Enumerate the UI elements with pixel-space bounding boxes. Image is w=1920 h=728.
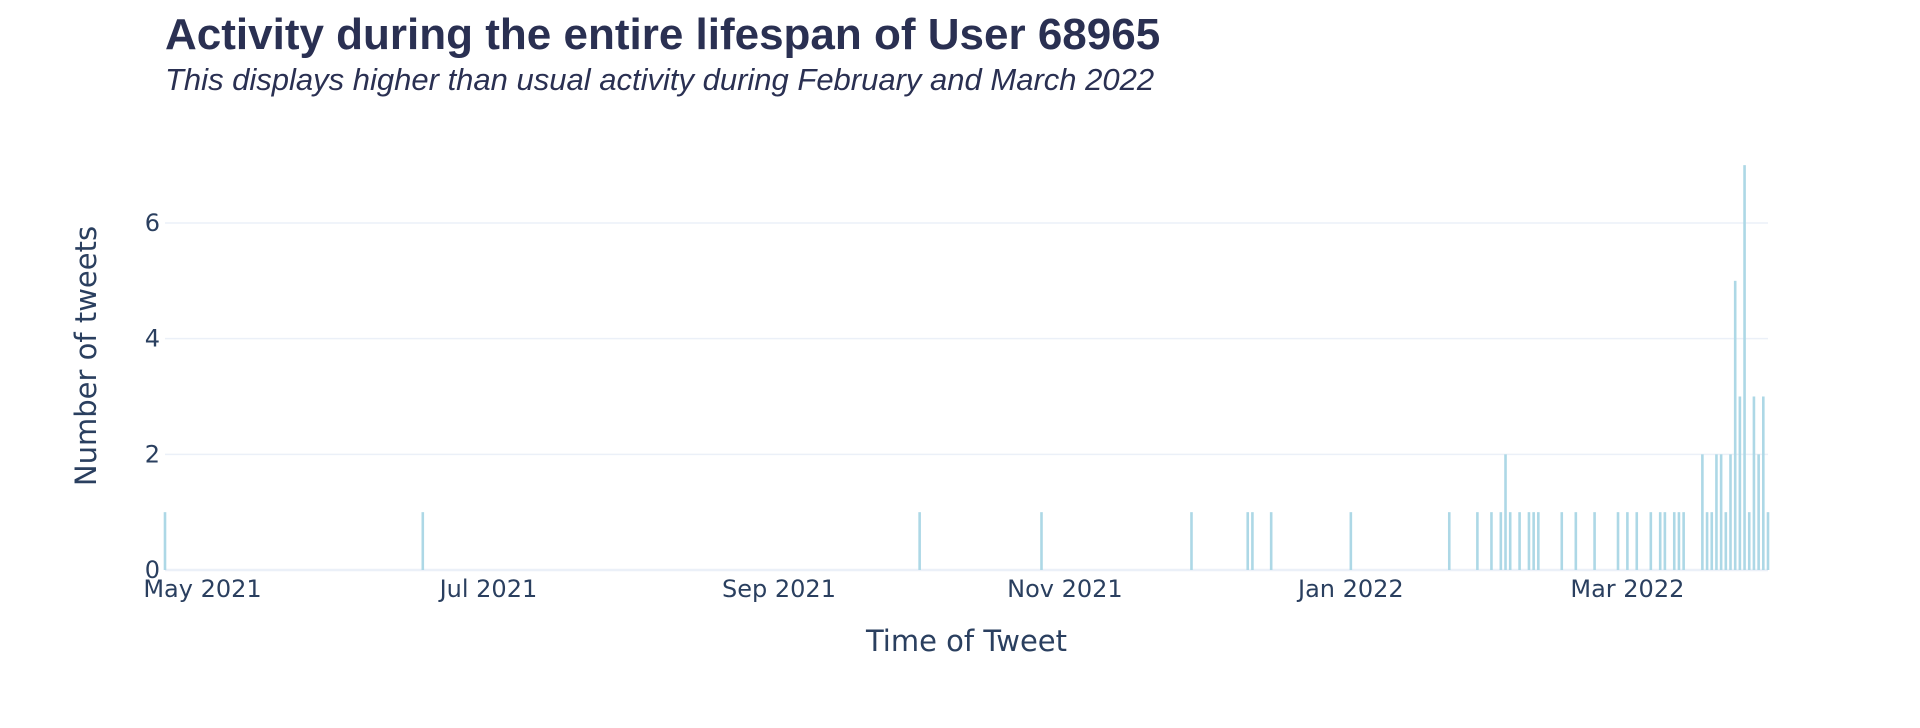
bar bbox=[1677, 512, 1681, 570]
bar bbox=[1762, 396, 1765, 570]
bar bbox=[918, 512, 921, 570]
bar bbox=[421, 512, 425, 570]
bar bbox=[1729, 454, 1732, 570]
bar bbox=[1527, 512, 1531, 570]
bar bbox=[1532, 512, 1535, 570]
x-tick-label: Sep 2021 bbox=[722, 575, 836, 603]
bar bbox=[1757, 454, 1760, 570]
y-tick-label: 2 bbox=[145, 440, 160, 468]
bar bbox=[1616, 512, 1620, 570]
x-tick-label: May 2021 bbox=[143, 575, 261, 603]
bar bbox=[1476, 512, 1479, 570]
bar bbox=[1663, 512, 1667, 570]
bar bbox=[1499, 512, 1503, 570]
bar bbox=[1682, 512, 1685, 570]
bar bbox=[1701, 454, 1704, 570]
bar bbox=[1190, 512, 1193, 570]
bar bbox=[1518, 512, 1521, 570]
bar bbox=[1743, 165, 1746, 570]
bar bbox=[1724, 512, 1728, 570]
bar bbox=[1490, 512, 1493, 570]
bar bbox=[1766, 512, 1770, 570]
y-axis-title: Number of tweets bbox=[69, 226, 103, 486]
bar bbox=[1537, 512, 1540, 570]
x-axis-ticks: May 2021 Jul 2021 Sep 2021 Nov 2021 Jan 2022… bbox=[143, 575, 1684, 603]
bar bbox=[1649, 512, 1653, 570]
bar bbox=[1626, 512, 1629, 570]
bar bbox=[1508, 512, 1512, 570]
bar bbox=[1672, 512, 1676, 570]
y-tick-label: 4 bbox=[145, 325, 160, 353]
bar bbox=[1040, 512, 1043, 570]
bar bbox=[1251, 512, 1254, 570]
chart-title: Activity during the entire lifespan of U… bbox=[165, 10, 1161, 59]
bar bbox=[1733, 280, 1737, 570]
x-tick-label: Jan 2022 bbox=[1296, 575, 1404, 603]
y-axis-ticks: 0 2 4 6 bbox=[145, 209, 160, 584]
bar bbox=[163, 512, 167, 570]
bar bbox=[1560, 512, 1564, 570]
x-tick-label: Nov 2021 bbox=[1007, 575, 1123, 603]
bar bbox=[1269, 512, 1273, 570]
bar bbox=[1747, 512, 1751, 570]
bars bbox=[163, 165, 1770, 570]
chart-subtitle: This displays higher than usual activity… bbox=[165, 62, 1155, 97]
bar bbox=[1658, 512, 1662, 570]
y-tick-label: 0 bbox=[145, 556, 160, 584]
bar bbox=[1246, 512, 1250, 570]
bar bbox=[1752, 396, 1756, 570]
bar bbox=[1504, 454, 1507, 570]
bar bbox=[1635, 512, 1639, 570]
bar bbox=[1447, 512, 1451, 570]
bar bbox=[1349, 512, 1353, 570]
bar bbox=[1715, 454, 1718, 570]
bar bbox=[1738, 396, 1742, 570]
bar bbox=[1710, 512, 1714, 570]
y-tick-label: 6 bbox=[145, 209, 160, 237]
x-tick-label: Mar 2022 bbox=[1570, 575, 1684, 603]
grid-lines bbox=[165, 222, 1768, 572]
bar bbox=[1574, 512, 1578, 570]
x-tick-label: Jul 2021 bbox=[438, 575, 538, 603]
bar bbox=[1593, 512, 1596, 570]
x-axis-title: Time of Tweet bbox=[865, 624, 1067, 658]
bar bbox=[1705, 512, 1709, 570]
bar bbox=[1719, 454, 1723, 570]
